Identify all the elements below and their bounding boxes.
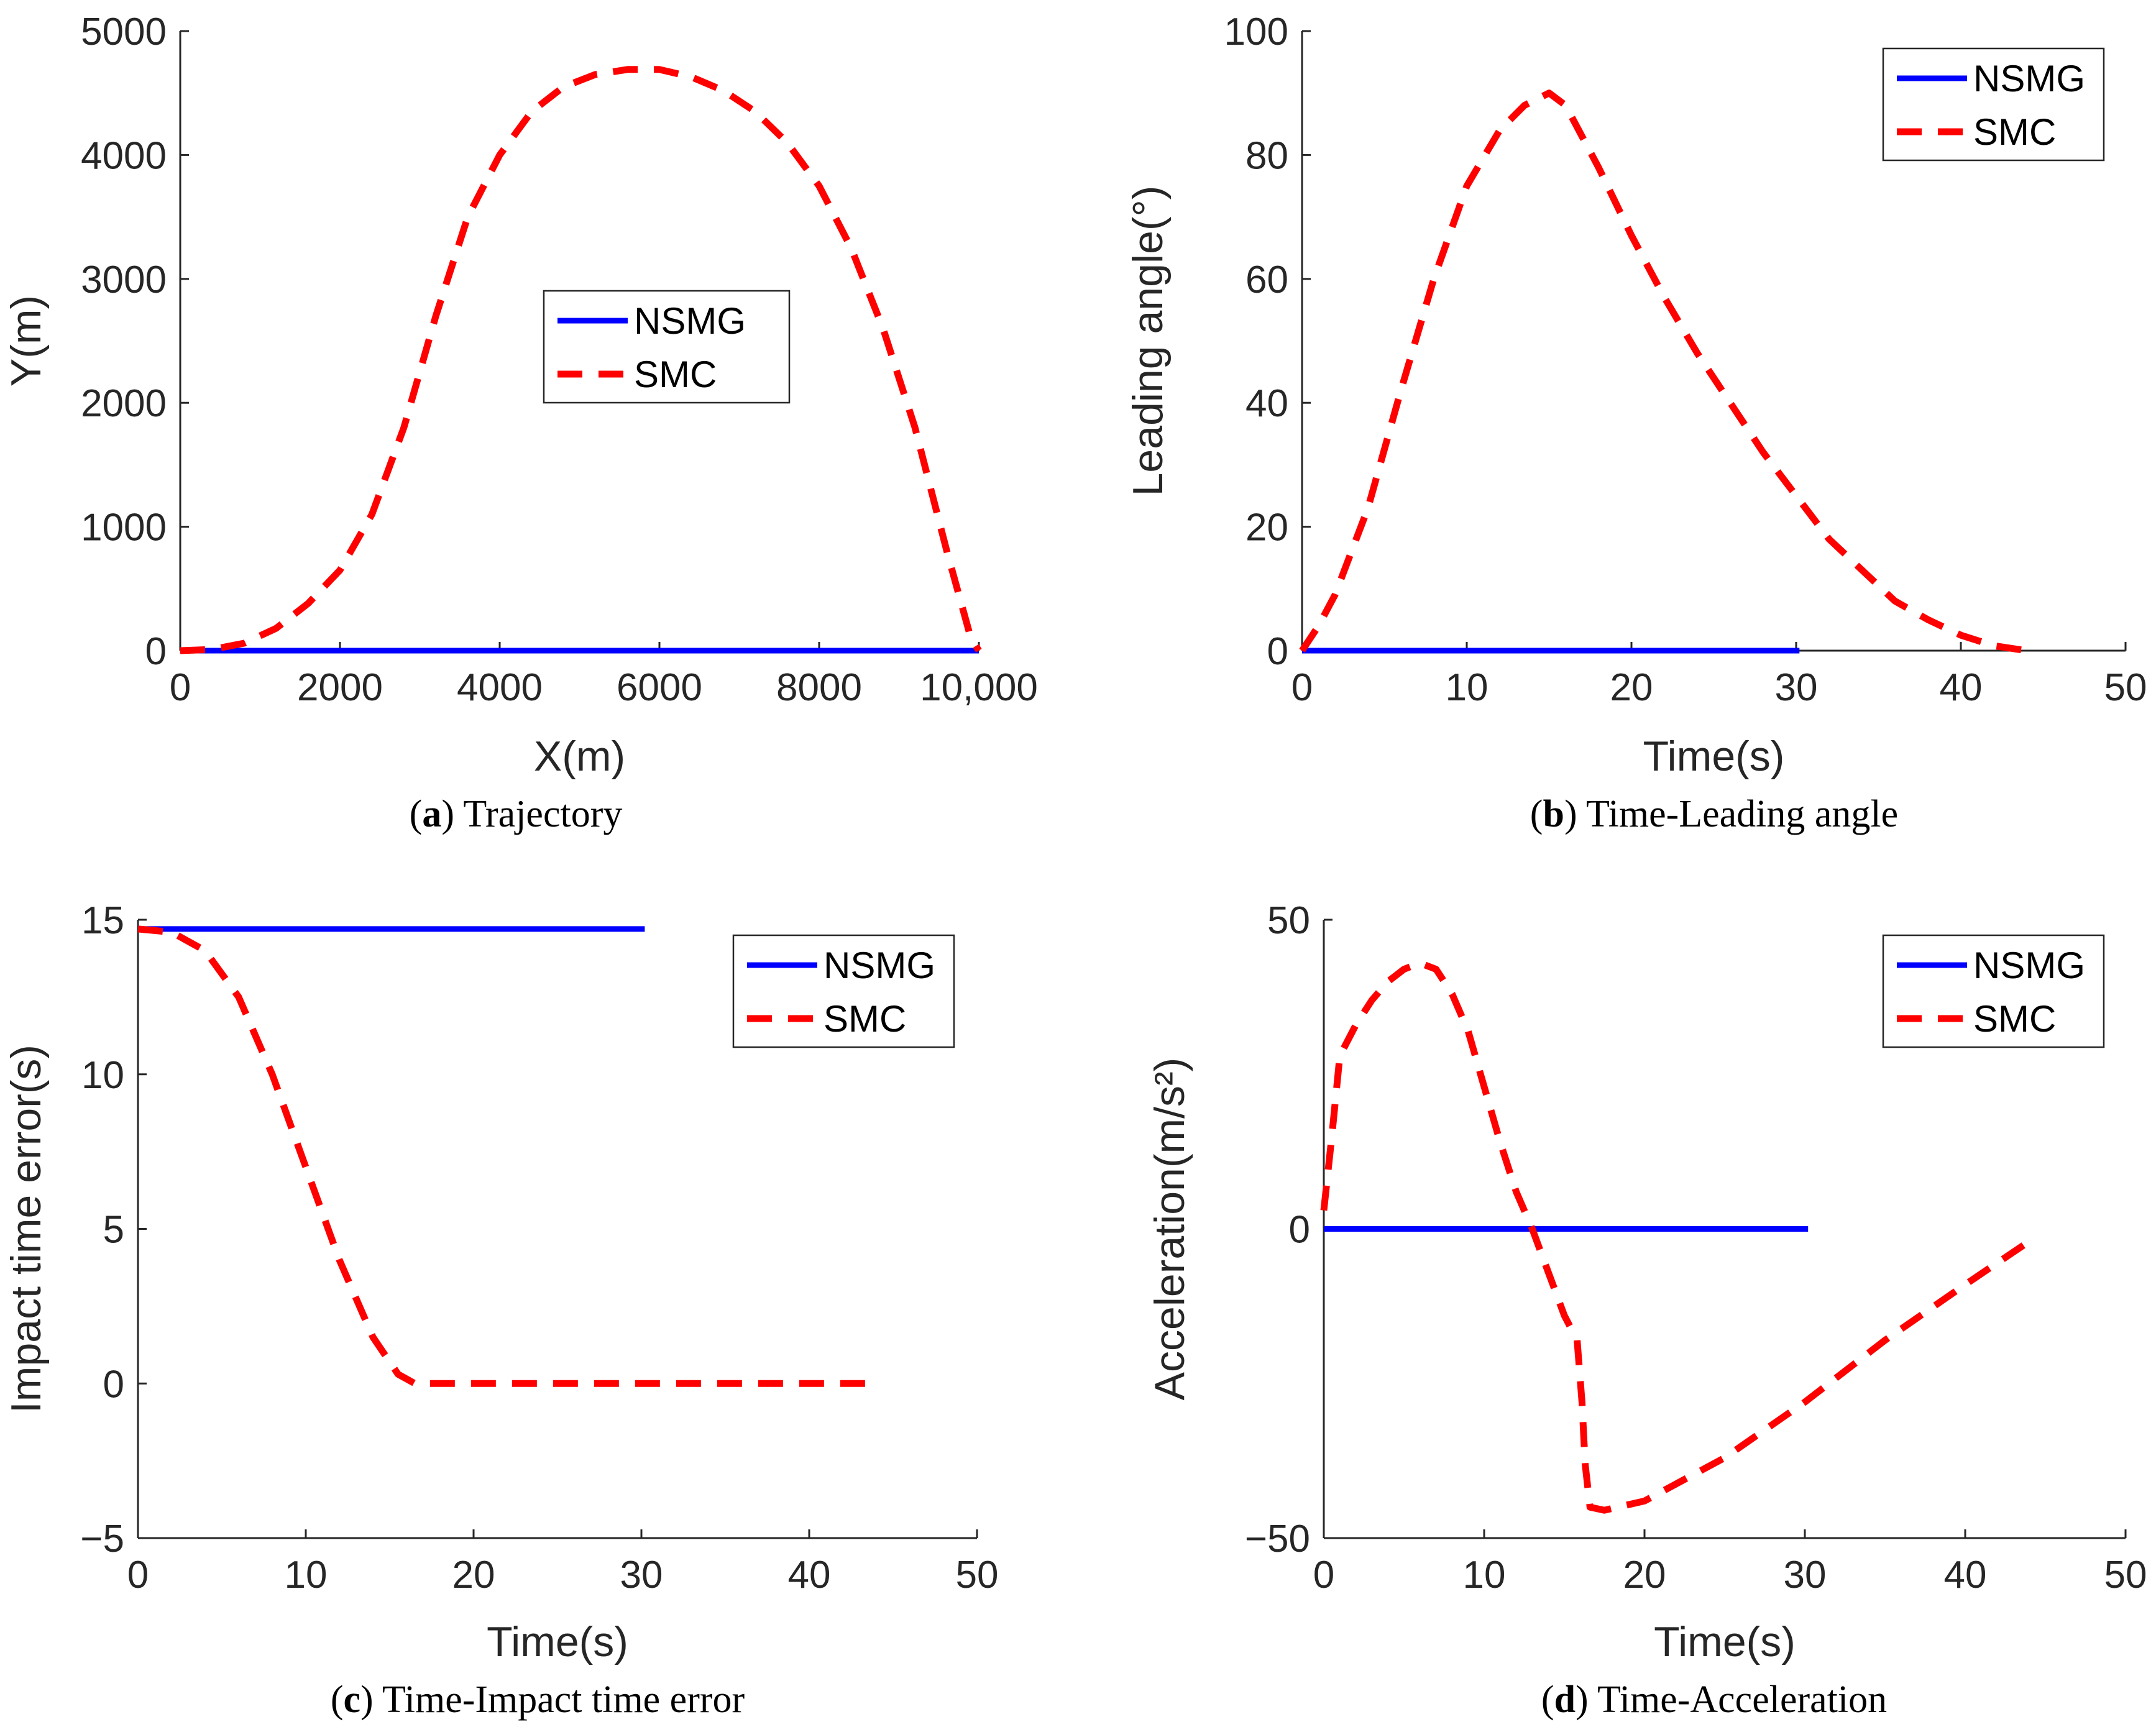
y-tick-label: 50	[1267, 899, 1310, 942]
y-tick-label: 5	[103, 1209, 124, 1252]
x-tick-label: 10	[1446, 666, 1489, 709]
legend-box	[732, 934, 955, 1048]
x-tick-label: 40	[1940, 666, 1983, 709]
x-tick-label: 30	[1775, 666, 1818, 709]
x-tick-label: 30	[620, 1554, 663, 1596]
legend-box	[543, 290, 791, 404]
legend-label-smc: SMC	[1973, 111, 2056, 153]
y-tick-label: 20	[1245, 506, 1288, 549]
caption-letter: d	[1554, 1679, 1576, 1721]
panel-caption: (b) Time-Leading angle	[1530, 793, 1898, 835]
legend-label-smc: SMC	[634, 354, 717, 395]
x-axis-label: Time(s)	[487, 1618, 628, 1665]
series-line-smc	[1320, 960, 2032, 1514]
y-tick-label: 2000	[81, 382, 167, 425]
panel-b-leading-angle: 0 10 20 30 40 50 0 20 40 60 80 100 Time(s) Leading an…	[1124, 11, 2147, 835]
y-tick-label: 0	[1267, 630, 1288, 673]
caption-title: Time-Impact time error	[382, 1679, 745, 1721]
legend-label-nsmg: NSMG	[1973, 945, 2085, 986]
legend-box	[1882, 47, 2105, 162]
x-axis-label: X(m)	[534, 733, 625, 780]
caption-title: Time-Leading angle	[1586, 793, 1898, 835]
panel-a-trajectory: 0 2000 4000 6000 8000 10,000 0 1000 2000 3000 4000…	[2, 11, 1038, 835]
y-tick-label: 0	[145, 630, 167, 673]
legend-label-smc: SMC	[823, 998, 906, 1040]
series-line-smc	[137, 925, 876, 1387]
x-tick-label: 40	[788, 1554, 831, 1596]
series-line-smc	[180, 66, 982, 654]
y-tick-label: 40	[1245, 382, 1288, 425]
legend-label-smc: SMC	[1973, 998, 2056, 1040]
x-tick-label: 0	[170, 666, 191, 709]
panel-caption: (c) Time-Impact time error	[331, 1679, 745, 1721]
y-tick-label: 15	[81, 899, 124, 942]
y-tick-label: −50	[1245, 1518, 1310, 1560]
y-tick-label: 10	[81, 1054, 124, 1097]
y-tick-label: 0	[1289, 1209, 1310, 1252]
caption-title: Trajectory	[463, 793, 622, 835]
y-axis-label: Acceleration(m/s²)	[1146, 1058, 1193, 1401]
legend-label-nsmg: NSMG	[823, 945, 935, 986]
x-tick-label: 40	[1944, 1554, 1987, 1596]
caption-letter: a	[422, 793, 441, 835]
panel-caption: (a) Trajectory	[410, 793, 623, 835]
y-axis-label: Impact time error(s)	[2, 1045, 50, 1413]
x-tick-label: 20	[452, 1554, 495, 1596]
caption-letter: b	[1543, 793, 1564, 835]
y-tick-label: 3000	[81, 259, 167, 301]
x-axis-label: Time(s)	[1654, 1618, 1796, 1665]
x-tick-label: 2000	[297, 666, 383, 709]
x-tick-label: 0	[127, 1554, 149, 1596]
x-tick-label: 8000	[776, 666, 862, 709]
y-tick-label: 60	[1245, 259, 1288, 301]
x-tick-label: 30	[1784, 1554, 1827, 1596]
x-tick-label: 4000	[457, 666, 543, 709]
x-tick-label: 0	[1313, 1554, 1334, 1596]
y-axis-label: Y(m)	[2, 295, 50, 387]
caption-letter: c	[343, 1679, 360, 1721]
y-axis-label: Leading angle(°)	[1124, 186, 1172, 497]
series-line-smc	[1299, 89, 2027, 654]
x-tick-label: 10	[285, 1554, 328, 1596]
y-tick-label: 1000	[81, 506, 167, 549]
y-tick-label: 0	[103, 1363, 124, 1406]
y-tick-label: 5000	[81, 11, 167, 53]
legend-label-nsmg: NSMG	[1973, 58, 2085, 99]
x-tick-label: 20	[1623, 1554, 1666, 1596]
x-tick-label: 10,000	[920, 666, 1038, 709]
legend-label-nsmg: NSMG	[634, 300, 746, 342]
x-tick-label: 6000	[617, 666, 702, 709]
x-tick-label: 50	[956, 1554, 999, 1596]
x-tick-label: 0	[1291, 666, 1313, 709]
x-tick-label: 50	[2104, 666, 2147, 709]
panel-d-acceleration: 0 10 20 30 40 50−50050Time(s)Acceleration(m/s…	[1146, 899, 2147, 1721]
x-tick-label: 20	[1610, 666, 1653, 709]
y-tick-label: 4000	[81, 134, 167, 177]
caption-title: Time-Acceleration	[1597, 1679, 1887, 1721]
y-tick-label: 100	[1224, 11, 1288, 53]
y-tick-label: −5	[80, 1518, 124, 1560]
panel-caption: (d) Time-Acceleration	[1541, 1679, 1887, 1721]
x-tick-label: 10	[1463, 1554, 1506, 1596]
x-axis-label: Time(s)	[1643, 733, 1785, 780]
legend-box	[1882, 934, 2105, 1048]
x-tick-label: 50	[2104, 1554, 2147, 1596]
y-tick-label: 80	[1245, 134, 1288, 177]
